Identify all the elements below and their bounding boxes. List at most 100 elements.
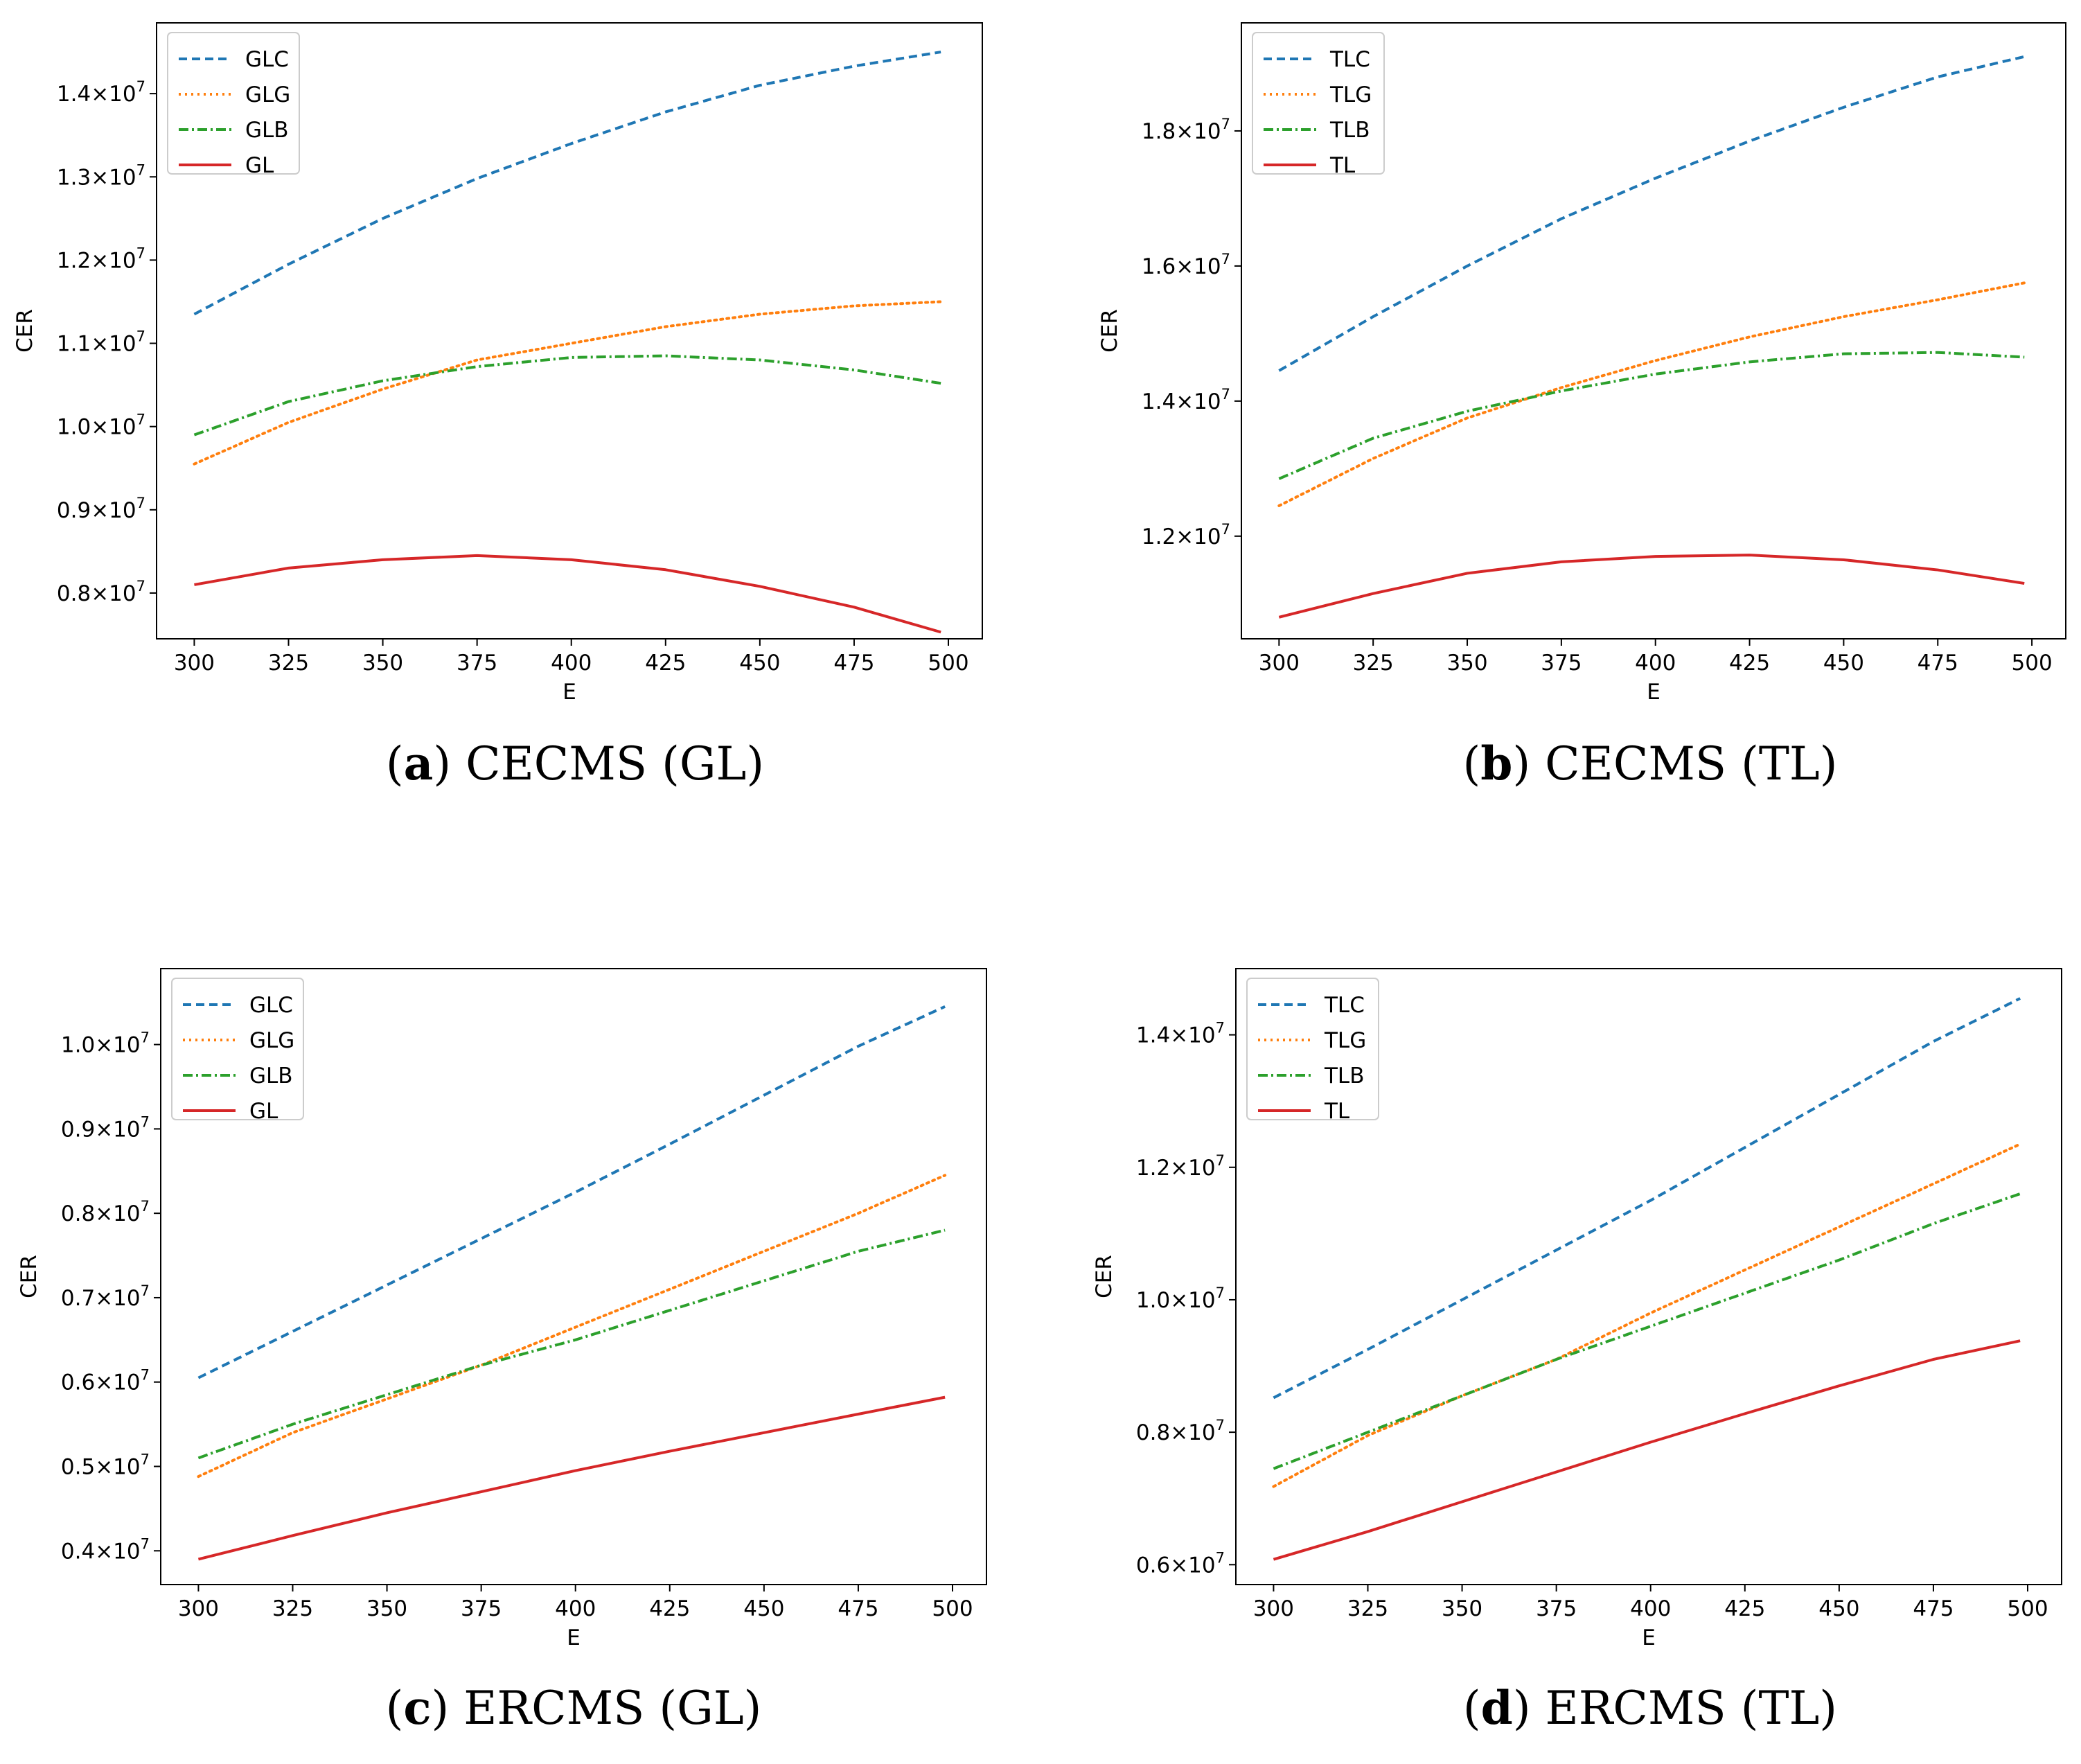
series-line-GLC [197, 1005, 946, 1379]
series-line-TLB [1273, 1192, 2021, 1470]
x-axis-label: E [1642, 1625, 1656, 1650]
legend-label-TL: TL [1324, 1099, 1350, 1124]
series-line-GLG [193, 300, 943, 466]
y-tick-label: 0.8×107 [1136, 1417, 1225, 1445]
y-axis-label: CER [1092, 1255, 1117, 1298]
series-line-TL [1278, 554, 2025, 619]
series-line-TLC [1273, 997, 2021, 1400]
chart-panel-c: 300 325 350 375 400 425 450 475 500 0.4×107 0.5×10… [17, 968, 987, 1735]
y-tick-label: 0.4×107 [61, 1535, 150, 1564]
chart-panel-d: 300 325 350 375 400 425 450 475 500 0.6×107 0.8×10… [1092, 968, 2062, 1735]
y-tick-label: 0.8×107 [61, 1198, 150, 1226]
chart-panel-a: 300 325 350 375 400 425 450 475 500 0.8×107 0.9×10… [12, 22, 983, 791]
series-group [1272, 997, 2022, 1561]
legend-box [171, 978, 304, 1120]
x-tick-label: 500 [2007, 1596, 2048, 1621]
y-tick-label: 1.0×107 [1136, 1285, 1225, 1313]
x-tick-label: 425 [645, 651, 686, 676]
legend-label-GL: GL [245, 153, 274, 178]
legend-box [167, 32, 300, 175]
x-tick-label: 475 [1913, 1596, 1954, 1621]
series-line-GL [194, 554, 941, 634]
y-tick-label: 0.5×107 [61, 1452, 150, 1480]
legend-label-TLB: TLB [1329, 118, 1370, 143]
y-tick-label: 0.9×107 [57, 495, 145, 523]
y-tick-label: 1.0×107 [61, 1030, 150, 1058]
panel-caption: (c) ERCMS (GL) [386, 1681, 762, 1735]
legend-box [1246, 978, 1379, 1120]
legend-label-TL: TL [1329, 153, 1356, 178]
series-line-TLB [1278, 351, 2025, 480]
x-tick-label: 400 [1635, 651, 1676, 676]
x-tick-label: 400 [1630, 1596, 1671, 1621]
chart-panel-b: 300 325 350 375 400 425 450 475 500 1.2×107 1.4×10… [1097, 22, 2066, 791]
x-tick-label: 450 [1823, 651, 1864, 676]
y-tick-label: 1.8×107 [1142, 116, 1230, 144]
series-line-TLC [1278, 55, 2025, 372]
x-tick-label: 350 [362, 651, 403, 676]
series-group [193, 51, 943, 634]
x-tick-label: 400 [555, 1596, 596, 1621]
y-axis-label: CER [1097, 309, 1122, 353]
series-line-GL [197, 1395, 946, 1561]
x-tick-label: 425 [1729, 651, 1770, 676]
x-tick-label: 500 [932, 1596, 973, 1621]
x-axis-label: E [567, 1625, 581, 1650]
x-tick-label: 375 [1541, 651, 1582, 676]
y-tick-label: 0.9×107 [61, 1113, 150, 1142]
y-tick-label: 0.8×107 [57, 578, 145, 606]
y-tick-label: 1.6×107 [1142, 251, 1230, 279]
legend-box [1252, 32, 1385, 175]
y-tick-label: 1.2×107 [1142, 521, 1230, 549]
legend-label-TLC: TLC [1329, 47, 1370, 72]
series-group [1277, 55, 2026, 619]
legend-label-GLC: GLC [249, 993, 293, 1018]
y-tick-label: 1.4×107 [57, 78, 145, 107]
x-tick-label: 475 [833, 651, 874, 676]
x-tick-label: 325 [272, 1596, 313, 1621]
x-tick-label: 350 [366, 1596, 407, 1621]
x-tick-label: 400 [551, 651, 592, 676]
x-tick-label: 475 [1918, 651, 1958, 676]
series-line-TLG [1277, 281, 2026, 507]
series-line-GLG [197, 1174, 947, 1479]
panel-caption: (a) CECMS (GL) [386, 737, 764, 791]
x-tick-label: 300 [178, 1596, 219, 1621]
legend-label-TLG: TLG [1324, 1028, 1366, 1053]
y-tick-label: 1.2×107 [1136, 1152, 1225, 1181]
x-tick-label: 300 [1253, 1596, 1294, 1621]
x-tick-label: 375 [1536, 1596, 1577, 1621]
x-tick-label: 325 [1347, 1596, 1388, 1621]
x-tick-label: 450 [1818, 1596, 1859, 1621]
x-tick-label: 375 [457, 651, 497, 676]
x-tick-label: 475 [838, 1596, 878, 1621]
series-line-GLC [193, 51, 941, 316]
legend-label-GLB: GLB [245, 118, 289, 143]
x-tick-label: 425 [1724, 1596, 1765, 1621]
x-tick-label: 500 [928, 651, 968, 676]
y-axis-label: CER [17, 1255, 42, 1298]
series-line-GLB [193, 354, 941, 436]
series-group [197, 1005, 947, 1561]
y-tick-label: 1.3×107 [57, 161, 145, 190]
legend-label-GLB: GLB [249, 1064, 293, 1088]
x-tick-label: 450 [739, 651, 780, 676]
x-tick-label: 325 [268, 651, 309, 676]
x-tick-label: 425 [649, 1596, 690, 1621]
legend-label-TLC: TLC [1324, 993, 1365, 1018]
legend-label-TLG: TLG [1329, 82, 1372, 107]
y-tick-label: 1.4×107 [1142, 386, 1230, 414]
series-line-TLG [1272, 1143, 2022, 1488]
y-tick-label: 1.1×107 [57, 328, 145, 357]
legend-label-TLB: TLB [1324, 1064, 1364, 1088]
x-tick-label: 300 [1259, 651, 1300, 676]
legend-label-GL: GL [249, 1099, 278, 1124]
panel-caption: (d) ERCMS (TL) [1463, 1681, 1837, 1735]
panel-caption: (b) CECMS (TL) [1463, 737, 1838, 791]
x-axis-label: E [1647, 680, 1661, 705]
legend-label-GLC: GLC [245, 47, 289, 72]
x-tick-label: 300 [174, 651, 215, 676]
x-tick-label: 325 [1353, 651, 1394, 676]
legend-label-GLG: GLG [249, 1028, 294, 1053]
